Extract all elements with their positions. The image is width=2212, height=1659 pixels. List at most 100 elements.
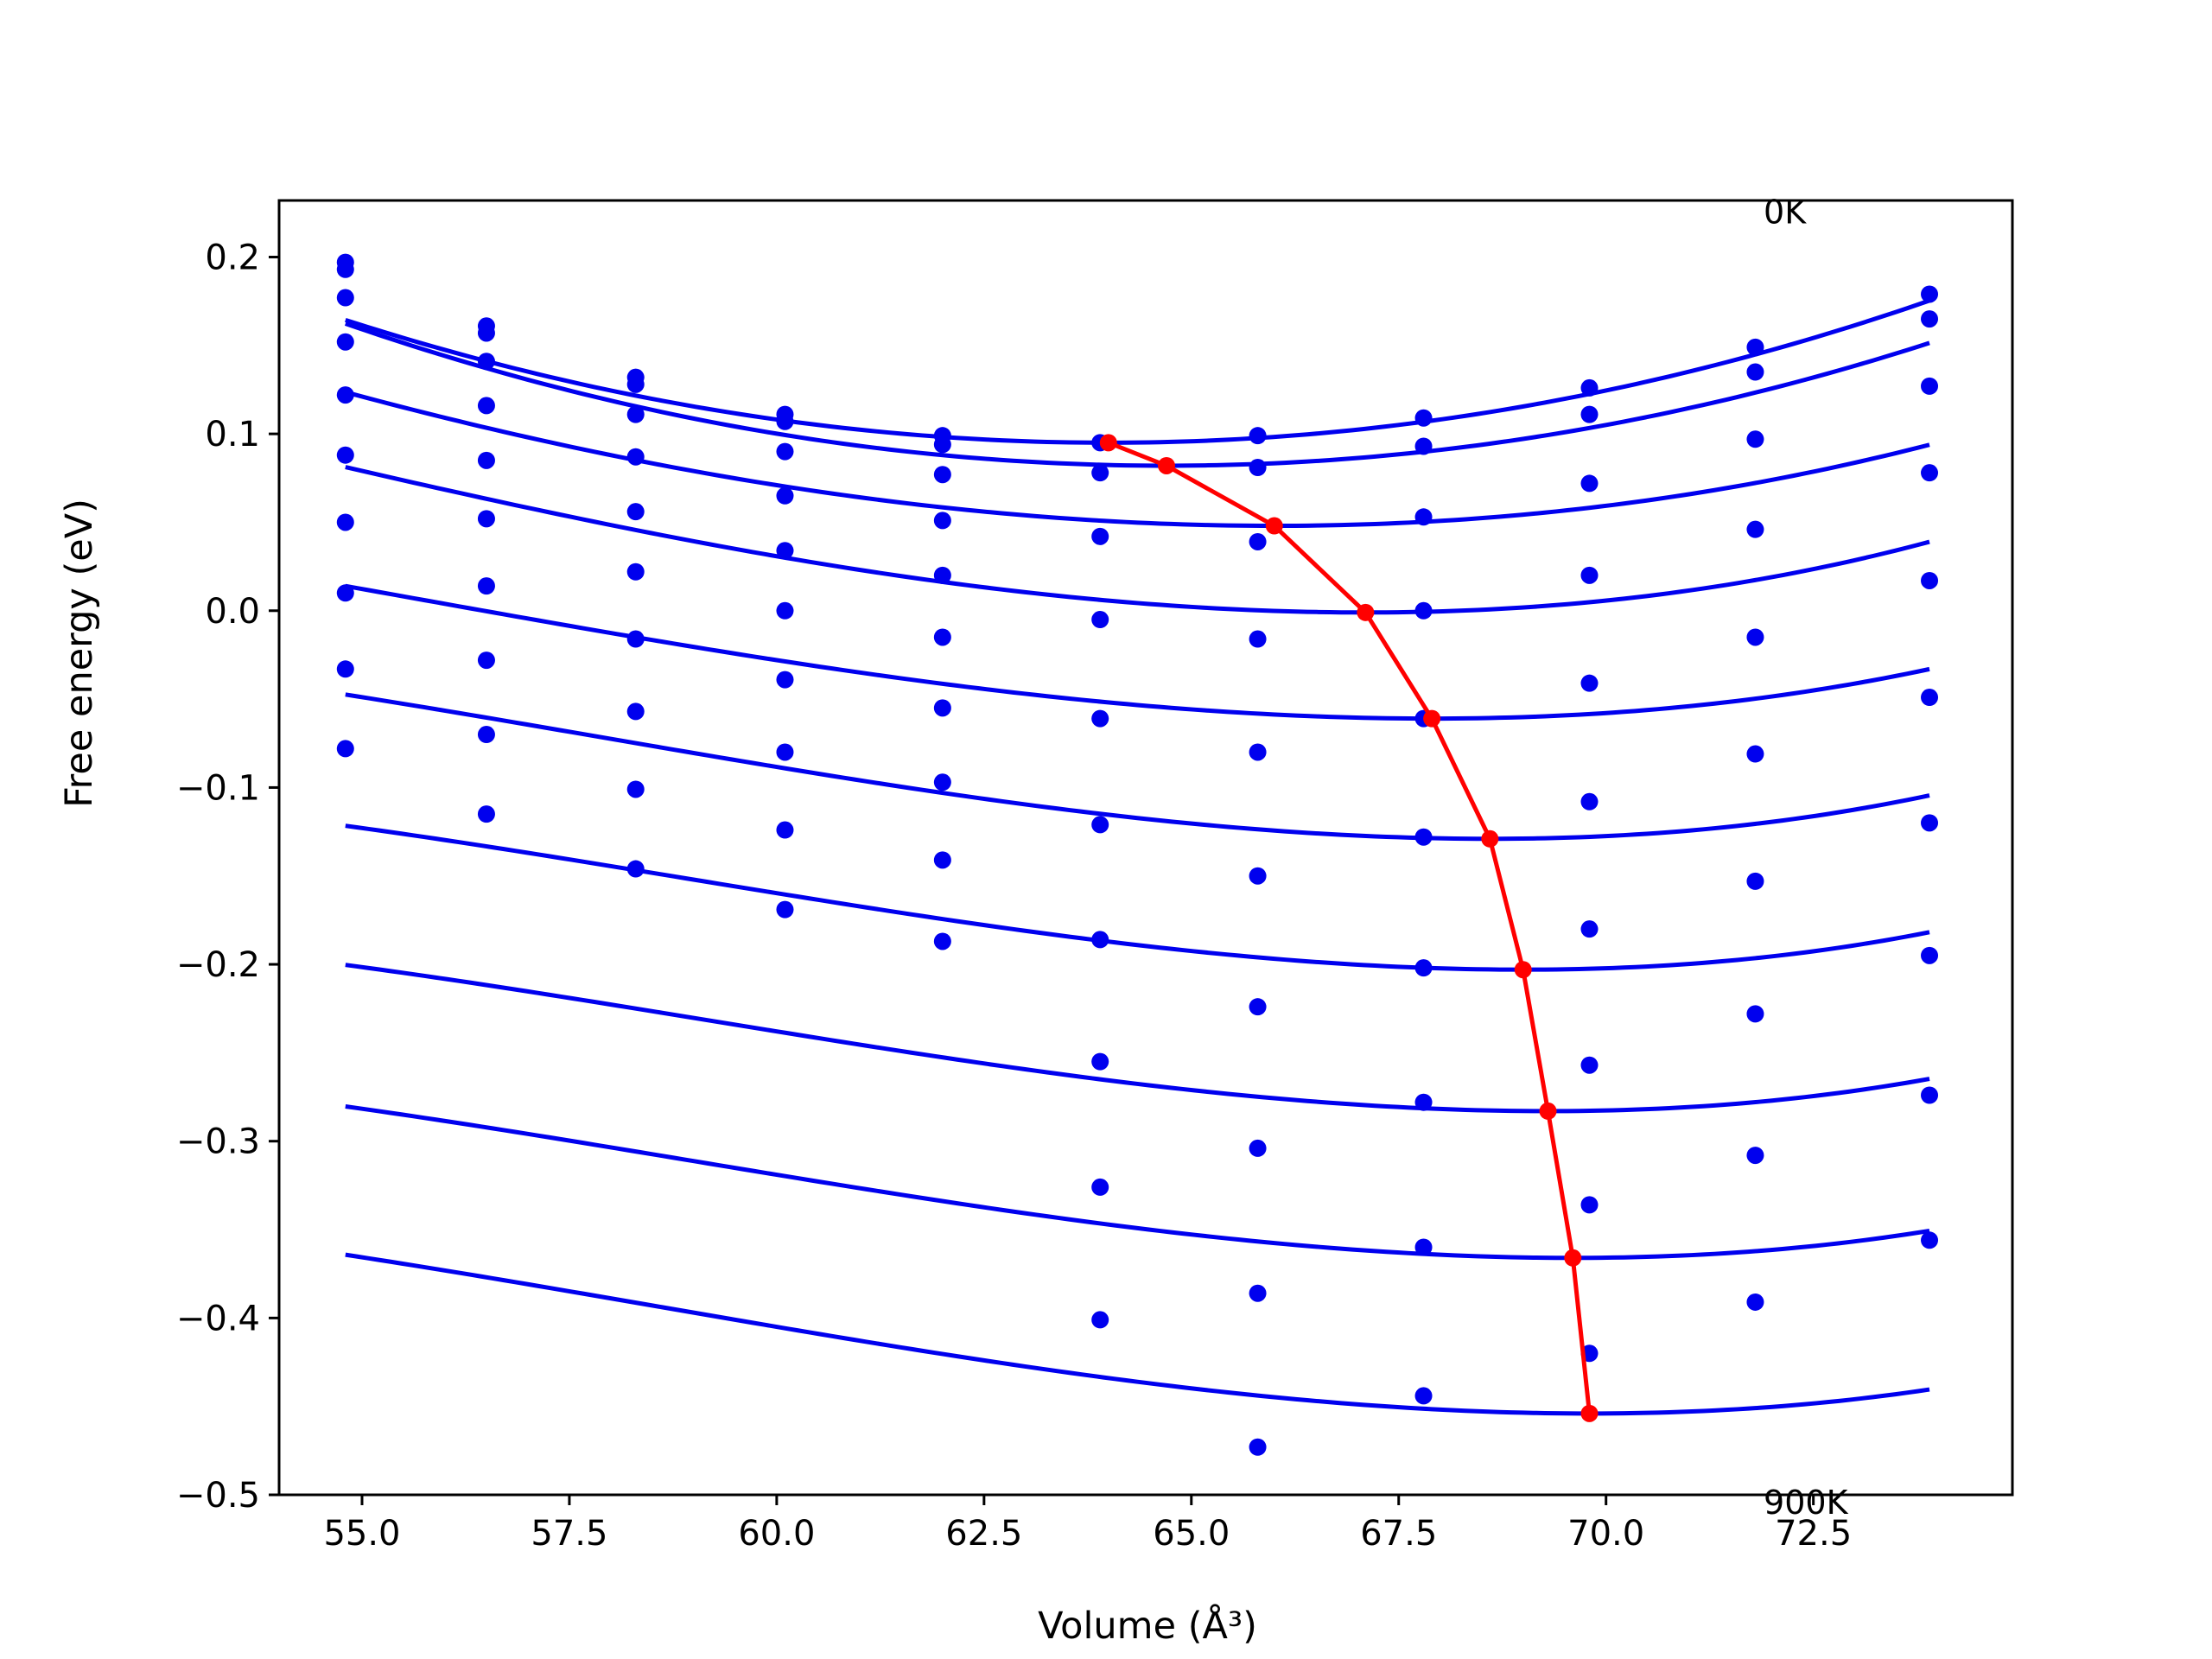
isotherm-2-point-9	[1580, 405, 1599, 423]
data-layer	[336, 253, 1939, 1456]
isotherm-1-point-9	[1580, 378, 1599, 397]
temperature-label-low: 0K	[1764, 193, 1807, 231]
equilibrium-point-5	[1423, 709, 1441, 728]
isotherm-4-point-7	[1249, 630, 1267, 648]
isotherm-9-point-9	[1580, 1196, 1599, 1214]
isotherm-7-point-9	[1580, 920, 1599, 938]
isotherm-9-point-11	[1921, 1086, 1939, 1104]
isotherm-10-point-10	[1746, 1293, 1764, 1311]
isotherm-6-point-1	[336, 446, 354, 464]
isotherm-7-point-8	[1414, 959, 1433, 977]
isotherm-4-point-6	[1091, 611, 1109, 629]
isotherm-6-point-11	[1921, 689, 1939, 707]
isotherm-5-point-11	[1921, 571, 1939, 589]
isotherm-6-point-5	[933, 628, 951, 646]
isotherm-10-point-6	[1091, 1311, 1109, 1329]
isotherm-5-point-4	[776, 542, 794, 560]
isotherm-fit-line-4	[345, 465, 1930, 615]
isotherm-5-point-2	[477, 451, 495, 469]
temperature-label-high: 900K	[1764, 1484, 1849, 1522]
equilibrium-point-4	[1357, 603, 1375, 621]
isotherm-10-point-7	[1249, 1438, 1267, 1456]
x-tick-label: 70.0	[1567, 1514, 1644, 1554]
isotherm-3-point-9	[1580, 474, 1599, 493]
isotherm-2-point-5	[933, 435, 951, 454]
isotherm-4-point-8	[1414, 601, 1433, 620]
isotherm-6-point-9	[1580, 792, 1599, 810]
isotherm-10-point-1	[336, 740, 354, 758]
isotherm-fit-line-10	[345, 1252, 1930, 1416]
isotherm-2-point-1	[336, 260, 354, 278]
isotherm-2-point-3	[626, 375, 645, 393]
isotherm-6-point-3	[626, 563, 645, 581]
plot-background	[279, 200, 2012, 1495]
x-tick-label: 57.5	[531, 1514, 607, 1554]
y-axis-title: Free energy (eV)	[58, 499, 101, 808]
isotherm-7-point-1	[336, 513, 354, 531]
isotherm-fit-line-2	[344, 321, 1930, 468]
isotherm-2-point-7	[1249, 459, 1267, 477]
isotherm-2-point-2	[477, 324, 495, 342]
isotherm-4-point-9	[1580, 566, 1599, 584]
isotherm-8-point-9	[1580, 1056, 1599, 1074]
y-tick-label: −0.4	[176, 1299, 260, 1338]
isotherm-fit-line-8	[345, 963, 1930, 1114]
isotherm-9-point-2	[477, 726, 495, 744]
y-tick-label: 0.0	[205, 592, 260, 632]
isotherm-6-point-8	[1414, 828, 1433, 846]
isotherm-9-point-6	[1091, 1178, 1109, 1196]
isotherm-7-point-2	[477, 577, 495, 595]
isotherm-2-point-10	[1746, 363, 1764, 381]
isotherm-8-point-1	[336, 584, 354, 602]
isotherm-2-point-6	[1091, 464, 1109, 482]
plot-area	[279, 200, 2012, 1495]
equilibrium-point-10	[1580, 1404, 1599, 1422]
isotherm-9-point-10	[1746, 1147, 1764, 1165]
y-tick-label: 0.1	[205, 415, 260, 454]
x-tick-label: 60.0	[738, 1514, 815, 1554]
isotherm-9-point-8	[1414, 1238, 1433, 1256]
y-tick-label: −0.1	[176, 768, 260, 808]
isotherm-8-point-8	[1414, 1093, 1433, 1111]
y-tick-label: 0.2	[205, 238, 260, 277]
plot-frame	[277, 199, 2014, 1497]
y-tick-label: −0.2	[176, 945, 260, 985]
isotherm-4-point-4	[776, 486, 794, 505]
isotherm-4-point-2	[477, 397, 495, 415]
isotherm-8-point-4	[776, 743, 794, 761]
isotherm-3-point-7	[1249, 532, 1267, 550]
isotherm-7-point-11	[1921, 814, 1939, 832]
isotherm-8-point-7	[1249, 1139, 1267, 1157]
isotherm-4-point-3	[626, 448, 645, 466]
x-tick-label: 65.0	[1153, 1514, 1230, 1554]
isotherm-5-point-7	[1249, 743, 1267, 761]
y-tick-label: −0.5	[176, 1476, 260, 1516]
isotherm-3-point-3	[626, 405, 645, 423]
isotherm-5-point-9	[1580, 674, 1599, 692]
isotherm-2-point-8	[1414, 437, 1433, 455]
isotherm-1-point-8	[1414, 409, 1433, 427]
isotherm-5-point-10	[1746, 628, 1764, 646]
equilibrium-point-8	[1539, 1102, 1557, 1120]
isotherm-fit-line-6	[345, 692, 1930, 842]
y-axis: 0.2 0.1 0.0 −0.1 −0.2 −0.3 −0.4 −0.5	[176, 238, 279, 1516]
isotherm-7-point-6	[1091, 931, 1109, 949]
isotherm-6-point-4	[776, 601, 794, 620]
isotherm-10-point-8	[1414, 1387, 1433, 1405]
equilibrium-point-7	[1514, 961, 1532, 979]
isotherm-5-point-6	[1091, 709, 1109, 728]
equilibrium-point-2	[1158, 456, 1175, 474]
x-axis: 55.0 57.5 60.0 62.5 65.0 67.5 70.0 72.5	[323, 1495, 1852, 1554]
isotherm-6-point-6	[1091, 816, 1109, 834]
isotherm-3-point-6	[1091, 527, 1109, 545]
isotherm-9-point-5	[933, 851, 951, 869]
isotherm-7-point-10	[1746, 872, 1764, 890]
isotherm-4-point-1	[336, 333, 354, 351]
isotherm-6-point-10	[1746, 745, 1764, 763]
isotherm-7-point-7	[1249, 998, 1267, 1016]
y-tick-label: −0.3	[176, 1122, 260, 1162]
isotherm-fit-line-7	[345, 823, 1930, 972]
isotherm-2-point-11	[1921, 310, 1939, 328]
isotherm-10-point-3	[626, 860, 645, 878]
isotherm-1-point-7	[1249, 427, 1267, 445]
